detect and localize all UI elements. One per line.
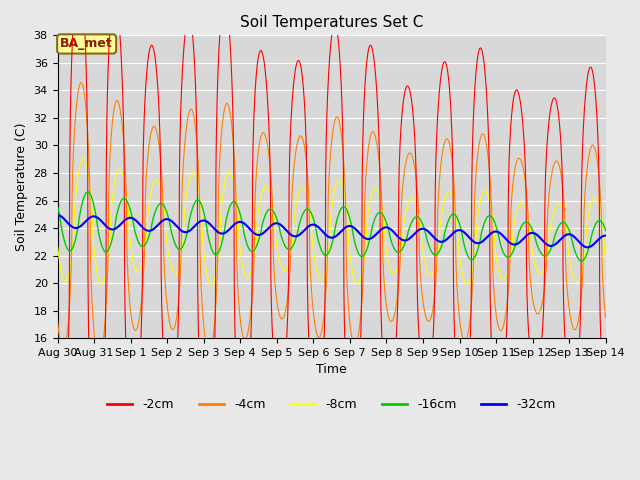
Y-axis label: Soil Temperature (C): Soil Temperature (C) bbox=[15, 122, 28, 251]
X-axis label: Time: Time bbox=[316, 363, 347, 376]
Legend: -2cm, -4cm, -8cm, -16cm, -32cm: -2cm, -4cm, -8cm, -16cm, -32cm bbox=[102, 393, 561, 416]
Text: BA_met: BA_met bbox=[60, 37, 113, 50]
Title: Soil Temperatures Set C: Soil Temperatures Set C bbox=[240, 15, 423, 30]
